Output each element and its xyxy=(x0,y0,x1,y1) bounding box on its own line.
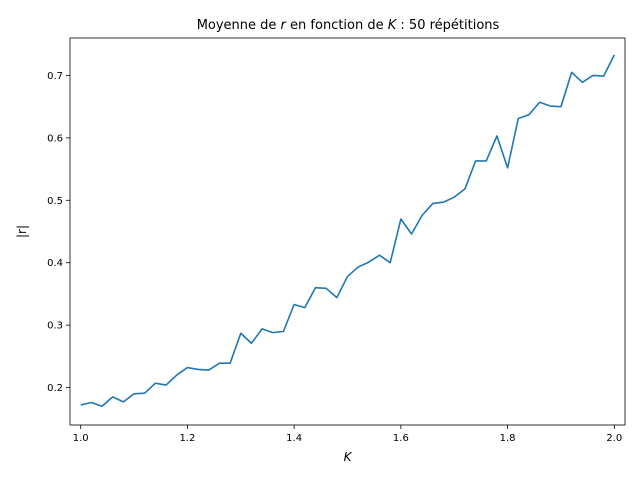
x-tick-label: 1.6 xyxy=(393,433,409,444)
x-tick-label: 1.4 xyxy=(286,433,302,444)
y-axis-label: |r| xyxy=(15,225,29,238)
x-tick-label: 1.2 xyxy=(179,433,195,444)
y-tick-label: 0.4 xyxy=(47,258,63,269)
title-prefix: Moyenne de xyxy=(197,18,281,33)
y-tick-label: 0.6 xyxy=(47,133,63,144)
series-line xyxy=(80,54,616,408)
y-tick-label: 0.2 xyxy=(47,383,63,394)
chart-title: Moyenne de r en fonction de K : 50 répét… xyxy=(197,18,500,33)
title-suffix: : 50 répétitions xyxy=(396,18,499,33)
y-tick-label: 0.3 xyxy=(47,321,63,332)
x-tick-label: 2.0 xyxy=(606,433,622,444)
y-tick-label: 0.7 xyxy=(47,71,63,82)
plot-area xyxy=(80,54,616,408)
axes-frame xyxy=(69,37,626,426)
title-var-k: K xyxy=(388,18,398,33)
y-axis-ticks: 0.2 0.3 0.4 0.5 0.6 0.7 xyxy=(47,71,70,394)
y-tick-label: 0.5 xyxy=(47,196,63,207)
x-tick-label: 1.0 xyxy=(73,433,89,444)
x-axis-label: K xyxy=(344,450,353,464)
x-tick-label: 1.8 xyxy=(500,433,516,444)
title-middle: en fonction de xyxy=(286,18,388,33)
x-axis-ticks: 1.0 1.2 1.4 1.6 1.8 2.0 xyxy=(73,425,622,444)
title-var-r: r xyxy=(281,18,288,33)
